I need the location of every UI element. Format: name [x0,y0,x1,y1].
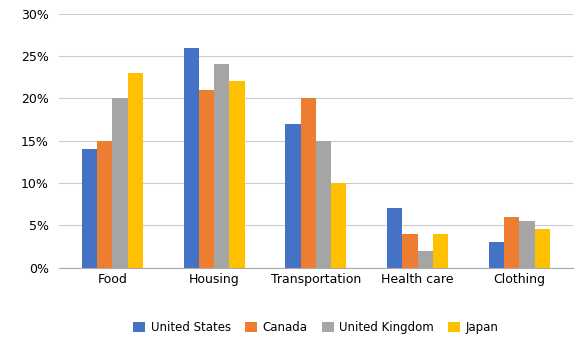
Bar [433,234,448,268]
Bar [519,221,535,268]
Bar [184,48,199,268]
Bar [316,141,331,268]
Bar [285,124,301,268]
Bar [301,98,316,268]
Bar [229,81,245,268]
Bar [214,64,229,268]
Bar [199,90,214,268]
Legend: United States, Canada, United Kingdom, Japan: United States, Canada, United Kingdom, J… [128,317,504,339]
Bar [387,208,402,268]
Bar [82,149,97,268]
Bar [535,229,550,268]
Bar [128,73,143,268]
Bar [112,98,128,268]
Bar [504,217,519,268]
Bar [331,183,346,268]
Bar [97,141,112,268]
Bar [489,242,504,268]
Bar [402,234,418,268]
Bar [418,251,433,268]
